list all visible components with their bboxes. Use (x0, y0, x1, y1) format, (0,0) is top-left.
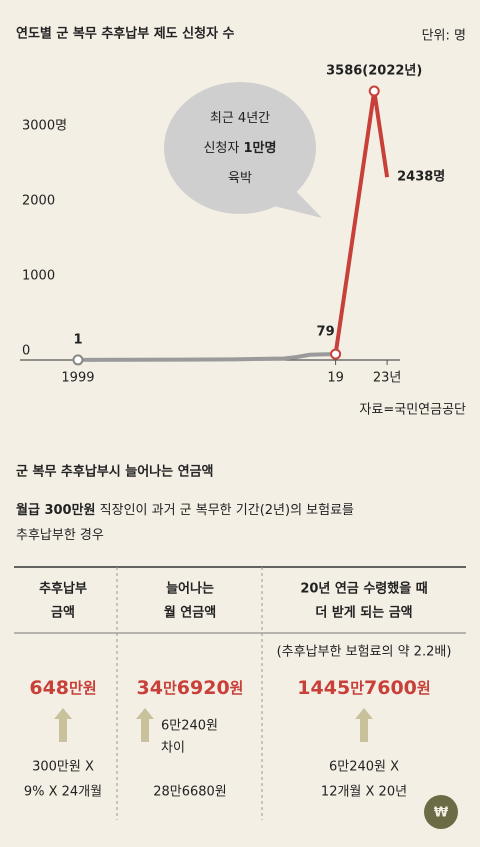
arrow (355, 708, 373, 742)
annotation-line-part: 최근 4년간 (210, 111, 270, 126)
y-tick-label: 0 (22, 344, 30, 359)
column-header: 월 연금액 (164, 605, 216, 621)
source: 자료=국민연금공단 (359, 403, 466, 418)
column-value: 648만원 (29, 677, 96, 699)
column-header: 20년 연금 수령했을 때 (300, 581, 427, 597)
column-header: 금액 (51, 606, 75, 621)
column-value: 34만6920원 (137, 677, 244, 699)
column-detail: 28만6680원 (153, 785, 227, 800)
column-value: 1445만7600원 (297, 677, 430, 699)
arrow-note: 6만240원 (161, 719, 218, 734)
column-value-part: 만 (163, 679, 177, 697)
column-value-part: 6920 (177, 677, 230, 699)
y-tick-label: 1000 (22, 269, 55, 284)
point (330, 348, 342, 360)
arrow (54, 708, 72, 742)
subtitle-line: 추후납부한 경우 (16, 528, 104, 543)
column-detail: 6만240원 X (329, 760, 399, 775)
annotation-line-part: 육박 (228, 171, 252, 186)
column-value-part: 원 (417, 679, 431, 697)
annotation-line: 신청자 1만명 (204, 140, 277, 156)
x-tick-label: 19 (327, 371, 344, 386)
section-title: 군 복무 추후납부시 늘어나는 연금액 (16, 464, 214, 480)
annotation-line-part: 신청자 (204, 141, 244, 156)
annotation-line-part: 1만명 (244, 140, 277, 156)
column-note: (추후납부한 보험료의 약 2.2배) (277, 645, 452, 660)
column-value-part: 만 (350, 679, 364, 697)
column-header: 추후납부 (39, 581, 87, 597)
point (72, 354, 84, 366)
arrow-note: 차이 (161, 741, 185, 756)
value-label: 2438명 (397, 169, 445, 185)
base-line (77, 352, 336, 362)
column-value-part: 7600 (364, 677, 417, 699)
subtitle-line-part: 추후납부한 경우 (16, 528, 104, 543)
annotation-bubble (164, 82, 322, 218)
column-value-part: 1445 (297, 677, 350, 699)
column-value-part: 34 (137, 677, 163, 699)
bubble-tail (270, 185, 322, 218)
column-value-part: 만원 (69, 679, 97, 697)
arrow (136, 708, 154, 742)
x-tick-label: 1999 (61, 371, 94, 386)
x-tick-label: 23년 (373, 371, 402, 386)
column-value-part: 648 (29, 677, 69, 699)
annotation-line: 육박 (228, 171, 252, 186)
value-label: 3586(2022년) (326, 64, 422, 79)
y-tick-label: 2000 (22, 194, 55, 209)
column-value-part: 원 (230, 679, 244, 697)
subtitle-line-part: 직장인이 과거 군 복무한 기간(2년)의 보험료를 (96, 503, 355, 518)
column-detail: 300만원 X (32, 760, 94, 775)
y-tick-label: 3000명 (22, 119, 67, 134)
bubble (164, 82, 316, 214)
logo-circle (424, 795, 458, 829)
logo: ₩ (424, 795, 458, 829)
point (368, 85, 380, 97)
unit-label: 단위: 명 (422, 29, 466, 44)
subtitle-line: 월급 300만원 직장인이 과거 군 복무한 기간(2년)의 보험료를 (16, 502, 354, 518)
column-header: 늘어나는 (166, 581, 214, 597)
logo-mark: ₩ (434, 806, 449, 821)
column-detail: 9% X 24개월 (24, 785, 102, 800)
subtitle-line-part: 월급 300만원 (16, 502, 96, 518)
value-label: 79 (317, 325, 335, 340)
chart-title: 연도별 군 복무 추후납부 제도 신청자 수 (16, 26, 235, 42)
value-label: 1 (73, 332, 82, 347)
annotation-line: 최근 4년간 (210, 111, 270, 126)
column-detail: 12개월 X 20년 (321, 785, 407, 800)
column-header: 더 받게 되는 금액 (315, 605, 412, 621)
